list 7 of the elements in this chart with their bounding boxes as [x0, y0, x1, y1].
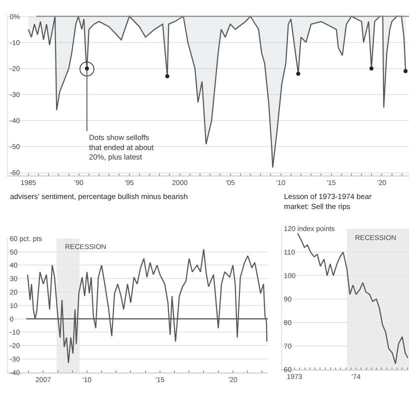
- line-series: [27, 248, 268, 364]
- point: [165, 74, 170, 78]
- point: [296, 72, 300, 76]
- point: [404, 69, 408, 74]
- point: [80, 62, 94, 76]
- point: [369, 66, 374, 70]
- line-series: [297, 232, 408, 364]
